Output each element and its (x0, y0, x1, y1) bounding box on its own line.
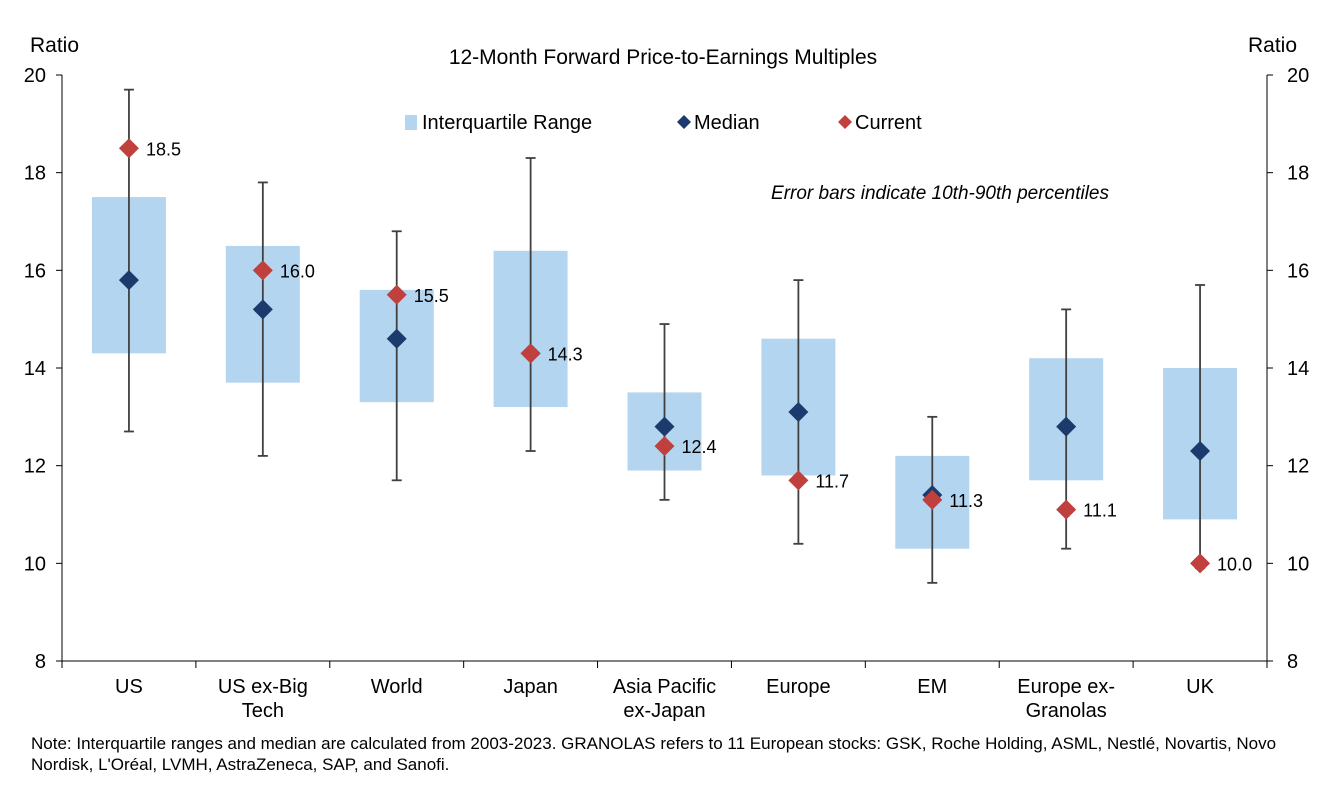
current-marker (118, 138, 139, 159)
current-value-label: 11.1 (1083, 501, 1117, 521)
y-tick-label-left: 18 (24, 163, 46, 185)
y-tick-label-right: 10 (1287, 553, 1309, 575)
y-tick-label-right: 18 (1287, 163, 1309, 185)
y-tick-label-left: 14 (24, 358, 46, 380)
current-marker (520, 343, 541, 364)
errorbar-annotation: Error bars indicate 10th-90th percentile… (771, 183, 1109, 204)
median-marker (386, 328, 407, 349)
current-value-label: 11.3 (949, 491, 983, 511)
median-marker (252, 299, 273, 320)
legend-current-label: Current (855, 112, 922, 134)
current-marker (252, 260, 273, 281)
legend-iqr-swatch (405, 115, 417, 130)
median-marker (654, 416, 675, 437)
current-value-label: 15.5 (414, 286, 449, 306)
x-category-label: Europe ex- (1017, 676, 1115, 698)
x-category-label: Tech (242, 700, 284, 722)
x-category-label: UK (1186, 676, 1214, 698)
y-tick-label-right: 8 (1287, 651, 1298, 673)
median-marker (1056, 416, 1077, 437)
median-marker (118, 270, 139, 291)
current-value-label: 12.4 (682, 437, 717, 457)
y-axis-title-left: Ratio (30, 34, 79, 57)
legend-iqr-label: Interquartile Range (422, 112, 592, 134)
x-category-label: Europe (766, 676, 831, 698)
current-value-label: 16.0 (280, 261, 315, 281)
current-marker (788, 470, 809, 491)
footnote: Note: Interquartile ranges and median ar… (31, 734, 1277, 774)
y-tick-label-left: 12 (24, 456, 46, 478)
x-category-label: Japan (503, 676, 558, 698)
current-marker (654, 436, 675, 457)
x-category-label: Granolas (1026, 700, 1107, 722)
chart-title: 12-Month Forward Price-to-Earnings Multi… (449, 46, 877, 69)
x-category-label: US ex-Big (218, 676, 308, 698)
current-value-label: 14.3 (548, 344, 583, 364)
y-tick-label-left: 20 (24, 65, 46, 87)
legend-current-swatch (838, 115, 852, 129)
y-axis-title-right: Ratio (1248, 34, 1297, 57)
y-tick-label-right: 14 (1287, 358, 1309, 380)
x-category-label: ex-Japan (623, 700, 705, 722)
current-marker (1190, 553, 1211, 574)
current-marker (1056, 499, 1077, 520)
y-tick-label-right: 20 (1287, 65, 1309, 87)
legend-median-swatch (677, 115, 691, 129)
current-value-label: 11.7 (815, 471, 849, 491)
x-category-label: US (115, 676, 143, 698)
x-category-label: EM (917, 676, 947, 698)
current-marker (386, 284, 407, 305)
y-tick-label-left: 10 (24, 553, 46, 575)
y-tick-label-right: 16 (1287, 260, 1309, 282)
median-marker (788, 401, 809, 422)
legend-median-label: Median (694, 112, 760, 134)
x-category-label: World (371, 676, 423, 698)
x-category-label: Asia Pacific (613, 676, 716, 698)
median-marker (1190, 441, 1211, 462)
current-value-label: 10.0 (1217, 554, 1252, 574)
current-value-label: 18.5 (146, 139, 181, 159)
y-tick-label-right: 12 (1287, 456, 1309, 478)
y-tick-label-left: 8 (35, 651, 46, 673)
y-tick-label-left: 16 (24, 260, 46, 282)
current-marker (922, 489, 943, 510)
pe-multiples-chart: 12-Month Forward Price-to-Earnings Multi… (24, 34, 1310, 722)
